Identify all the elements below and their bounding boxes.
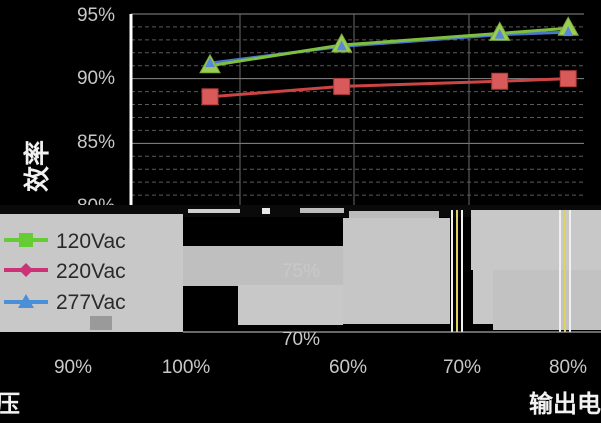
x-tick-label-70: 70% bbox=[443, 357, 481, 378]
data-point-277vac bbox=[336, 40, 347, 51]
series-line-120vac bbox=[209, 26, 569, 68]
x-tick-label-100: 100% bbox=[162, 357, 211, 378]
data-point-220vac bbox=[559, 70, 577, 88]
data-point-277vac bbox=[205, 57, 216, 68]
x-tick-label-90: 90% bbox=[54, 357, 92, 378]
legend-label-277vac: 277Vac bbox=[56, 291, 126, 314]
y-tick-label-90: 90% bbox=[77, 68, 115, 89]
x-axis-label: 输出电 bbox=[529, 390, 601, 418]
series-line-220vac bbox=[209, 77, 569, 99]
x-tick-label-80: 80% bbox=[549, 357, 587, 378]
data-point-220vac bbox=[333, 77, 351, 95]
legend: 120Vac 220Vac 277Vac bbox=[0, 214, 183, 332]
overlay-y-tick-75: 75% bbox=[282, 261, 320, 282]
data-point-277vac bbox=[563, 26, 574, 37]
y-tick-label-85: 85% bbox=[77, 132, 115, 153]
series-layer bbox=[199, 16, 580, 106]
data-point-277vac bbox=[494, 28, 505, 39]
data-point-220vac bbox=[201, 88, 219, 106]
y-axis-label: 效率 bbox=[22, 140, 53, 192]
x-tick-label-60: 60% bbox=[329, 357, 367, 378]
legend-label-220vac: 220Vac bbox=[56, 260, 126, 283]
grid bbox=[131, 13, 584, 209]
overlay-y-tick-70: 70% bbox=[282, 329, 320, 350]
legend-label-120vac: 120Vac bbox=[56, 230, 126, 253]
fragment-label: 压 bbox=[0, 390, 20, 418]
data-point-220vac bbox=[491, 72, 509, 90]
overlay-fragment: 75% 70% bbox=[183, 210, 601, 350]
y-tick-label-95: 95% bbox=[77, 5, 115, 26]
